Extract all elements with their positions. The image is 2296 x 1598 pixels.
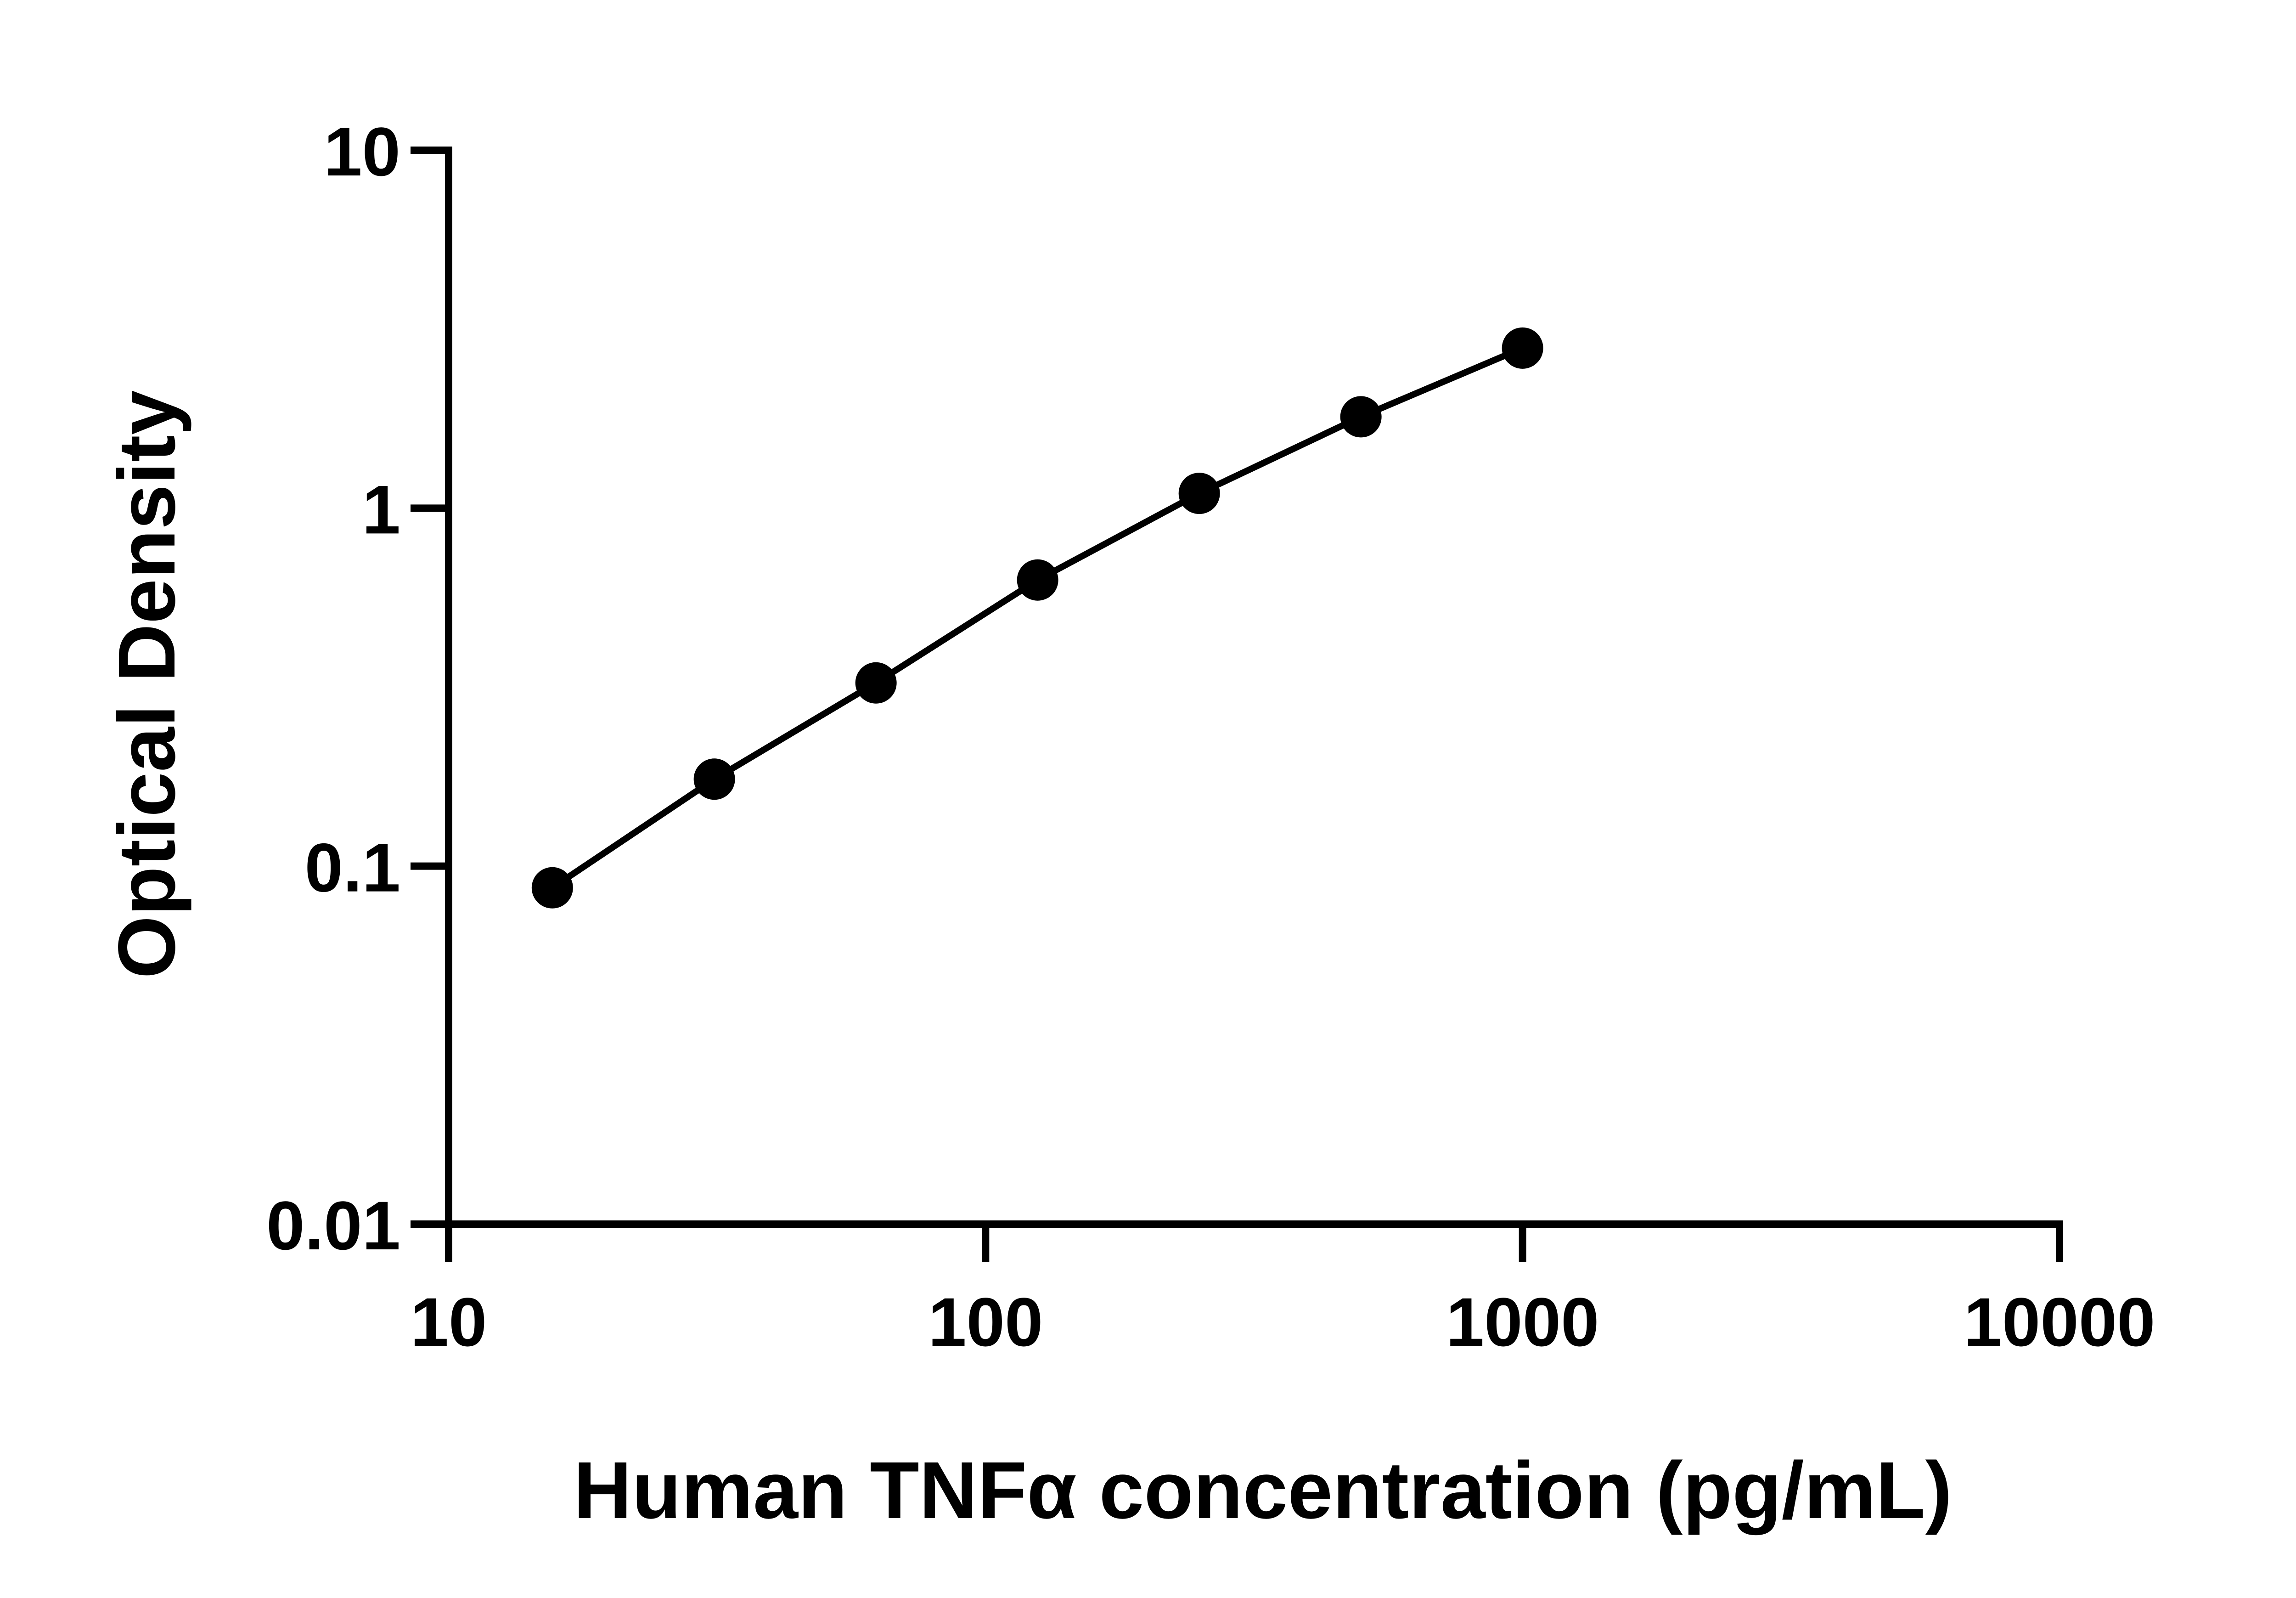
data-point <box>531 867 573 909</box>
data-point <box>693 758 735 800</box>
tick-labels: 10 100 1000 10000 0.01 0.1 1 10 <box>266 113 2155 1361</box>
x-tick-label: 100 <box>928 1283 1043 1361</box>
data-points <box>531 327 1543 909</box>
data-point <box>1340 396 1382 438</box>
data-point <box>1178 473 1220 514</box>
x-axis-title: Human TNFα concentration (pg/mL) <box>574 1446 1952 1536</box>
axes <box>411 147 2063 1262</box>
x-tick-label: 1000 <box>1446 1283 1599 1361</box>
y-tick-label: 1 <box>362 471 400 548</box>
y-tick-label: 0.1 <box>304 829 400 906</box>
x-tick-label: 10 <box>411 1283 487 1361</box>
data-point <box>1502 327 1543 369</box>
y-axis-title: Optical Density <box>102 390 192 978</box>
data-point <box>855 662 897 704</box>
x-tick-label: 10000 <box>1964 1283 2155 1361</box>
y-tick-label: 0.01 <box>266 1187 400 1264</box>
data-point <box>1017 559 1058 601</box>
y-tick-label: 10 <box>324 113 400 190</box>
